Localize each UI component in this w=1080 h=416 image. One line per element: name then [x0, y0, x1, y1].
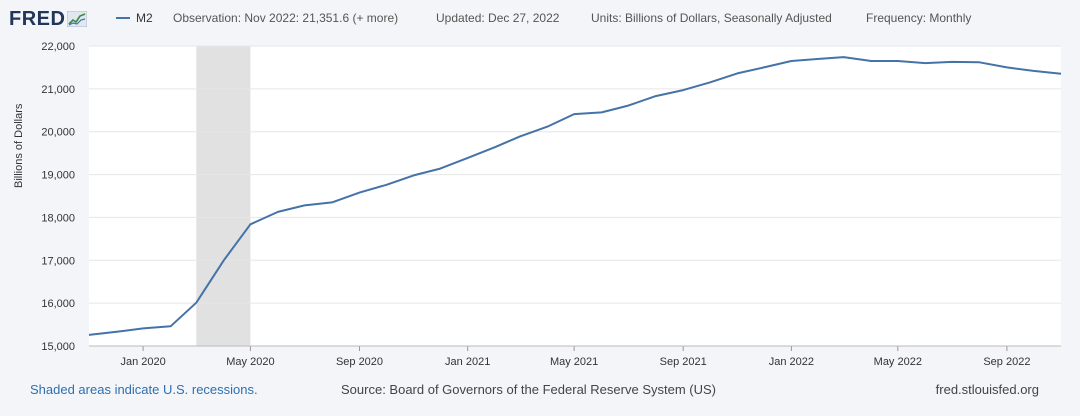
frequency-text: Frequency: Monthly — [866, 11, 972, 25]
y-axis-label: Billions of Dollars — [13, 103, 25, 188]
y-tick-label: 15,000 — [41, 341, 75, 353]
legend-line-swatch — [116, 17, 130, 19]
x-tick-label: May 2021 — [550, 356, 598, 368]
units-text: Units: Billions of Dollars, Seasonally A… — [591, 11, 832, 25]
x-tick-label: Sep 2021 — [660, 356, 707, 368]
y-tick-label: 22,000 — [41, 41, 75, 53]
y-tick-label: 21,000 — [41, 84, 75, 96]
x-tick-label: Jan 2022 — [769, 356, 814, 368]
x-tick-label: Jan 2020 — [120, 356, 165, 368]
updated-text: Updated: Dec 27, 2022 — [436, 11, 560, 25]
y-tick-label: 18,000 — [41, 212, 75, 224]
recession-note: Shaded areas indicate U.S. recessions. — [30, 382, 258, 397]
x-tick-label: Jan 2021 — [445, 356, 490, 368]
y-tick-label: 20,000 — [41, 127, 75, 139]
chart-footer: Shaded areas indicate U.S. recessions. S… — [0, 378, 1080, 402]
recession-shading — [196, 46, 251, 346]
fred-logo[interactable]: FRED — [9, 7, 88, 30]
series-legend[interactable]: M2 — [116, 11, 153, 25]
y-tick-label: 16,000 — [41, 298, 75, 310]
x-tick-label: May 2022 — [874, 356, 922, 368]
plot-background — [89, 46, 1061, 346]
y-tick-label: 19,000 — [41, 170, 75, 182]
observation-text[interactable]: Observation: Nov 2022: 21,351.6 (+ more) — [173, 11, 399, 25]
y-tick-label: 17,000 — [41, 255, 75, 267]
logo-text: FRED — [9, 7, 66, 30]
source-text: Source: Board of Governors of the Federa… — [341, 382, 716, 397]
x-tick-label: May 2020 — [226, 356, 274, 368]
legend-label: M2 — [136, 11, 153, 25]
series-line-m2 — [88, 56, 1062, 336]
site-link[interactable]: fred.stlouisfed.org — [935, 382, 1039, 397]
graph-icon — [67, 11, 88, 27]
line-chart[interactable]: 15,000 16,000 17,000 18,000 19,000 20,000 21,0… — [0, 38, 1080, 376]
chart-area: Billions of Dollars 15,000 16,000 17,000 18… — [0, 38, 1080, 376]
x-tick-label: Sep 2020 — [336, 356, 383, 368]
chart-header: FRED M2 Observation: Nov 2022: 21,351.6 … — [0, 0, 1080, 38]
x-tick-label: Sep 2022 — [983, 356, 1030, 368]
